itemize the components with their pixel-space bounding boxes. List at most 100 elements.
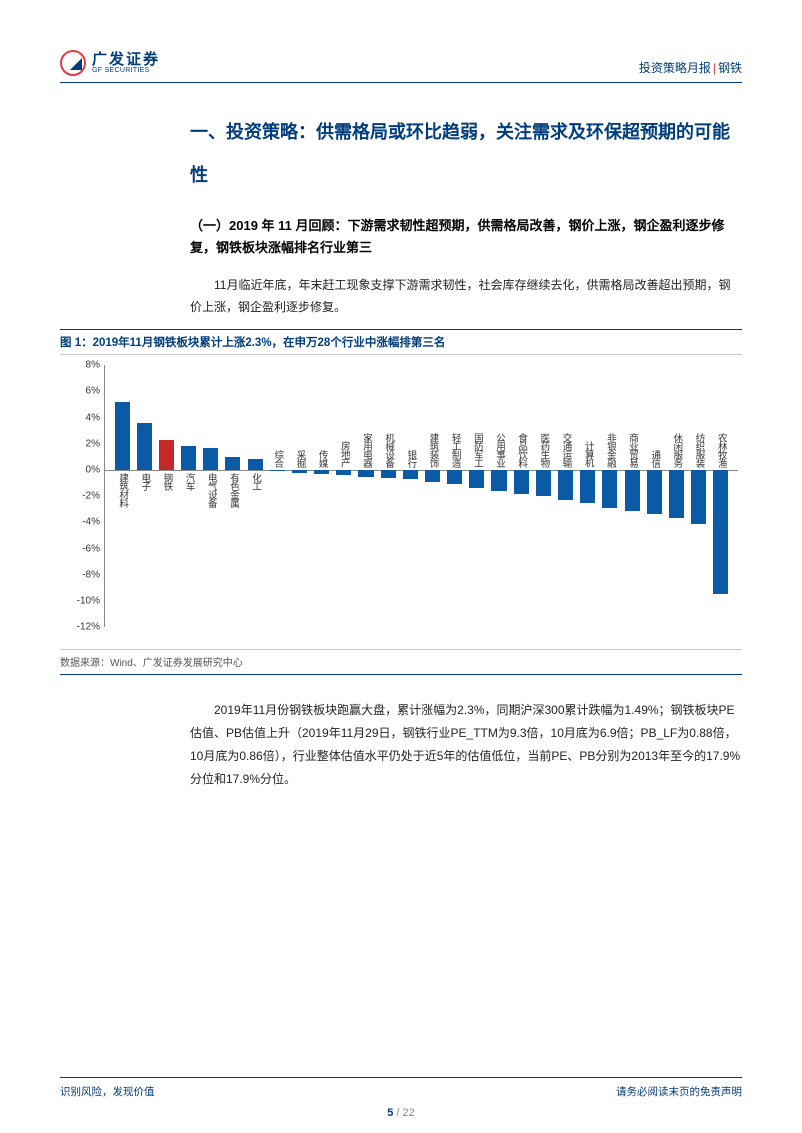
bar-slot: 化工: [244, 365, 266, 627]
bar-category-label: 公用事业: [492, 433, 506, 467]
logo-name-en: GF SECURITIES: [92, 67, 160, 74]
figure-title: 图 1：2019年11月钢铁板块累计上涨2.3%，在申万28个行业中涨幅排第三名: [60, 329, 742, 355]
y-tick-label: -8%: [82, 569, 100, 580]
bar-slot: 电气设备: [200, 365, 222, 627]
figure-1: 图 1：2019年11月钢铁板块累计上涨2.3%，在申万28个行业中涨幅排第三名…: [60, 329, 742, 675]
page-number: 5 / 22: [0, 1107, 802, 1119]
bar: [248, 459, 263, 469]
bar-slot: 商业贸易: [621, 365, 643, 627]
bar-slot: 电子: [133, 365, 155, 627]
bar-slot: 综合: [266, 365, 288, 627]
bar: [558, 470, 573, 500]
bar: [536, 470, 551, 496]
bar-slot: 汽车: [178, 365, 200, 627]
bar-slot: 通信: [643, 365, 665, 627]
page-footer: 识别风险，发现价值 请务必阅读末页的免责声明: [60, 1077, 742, 1099]
bar: [292, 470, 307, 473]
section-heading-1: 一、投资策略：供需格局或环比趋弱，关注需求及环保超预期的可能性: [190, 111, 742, 197]
bar: [425, 470, 440, 482]
bar-slot: 建筑材料: [111, 365, 133, 627]
bar-slot: 国防军工: [466, 365, 488, 627]
y-tick-label: -6%: [82, 543, 100, 554]
bar-slot: 银行: [399, 365, 421, 627]
footer-rule: [60, 1077, 742, 1078]
bar-category-label: 商业贸易: [625, 433, 639, 467]
bar-category-label: 机械设备: [381, 433, 395, 467]
bar-slot: 有色金属: [222, 365, 244, 627]
bar-category-label: 非银金融: [603, 433, 617, 467]
bar-slot: 钢铁: [155, 365, 177, 627]
bar: [647, 470, 662, 515]
bar-category-label: 休闲服务: [669, 433, 683, 467]
header-divider: |: [713, 61, 716, 75]
bar: [203, 448, 218, 470]
bar-category-label: 轻工制造: [448, 433, 462, 467]
bar-category-label: 有色金属: [226, 473, 240, 507]
bar: [314, 470, 329, 474]
bar-chart: -12%-10%-8%-6%-4%-2%0%2%4%6%8% 建筑材料电子钢铁汽…: [60, 365, 742, 645]
bar-slot: 传媒: [311, 365, 333, 627]
y-tick-label: 4%: [86, 412, 100, 423]
chart-plot-area: 建筑材料电子钢铁汽车电气设备有色金属化工综合采掘传媒房地产家用电器机械设备银行建…: [104, 365, 738, 627]
bar: [691, 470, 706, 524]
bar-slot: 房地产: [333, 365, 355, 627]
bar-category-label: 化工: [248, 473, 262, 490]
bar-category-label: 纺织服装: [692, 433, 706, 467]
bar: [669, 470, 684, 518]
bar-category-label: 银行: [403, 450, 417, 467]
bar-category-label: 建筑材料: [115, 473, 129, 507]
bar-category-label: 通信: [647, 450, 661, 467]
y-tick-label: -10%: [77, 595, 100, 606]
y-tick-label: -12%: [77, 622, 100, 633]
bar: [403, 470, 418, 479]
bar-slot: 公用事业: [488, 365, 510, 627]
bar: [469, 470, 484, 488]
page-total: 22: [403, 1107, 415, 1119]
main-content: 一、投资策略：供需格局或环比趋弱，关注需求及环保超预期的可能性 （一）2019 …: [60, 111, 742, 319]
y-tick-label: 0%: [86, 464, 100, 475]
bar-category-label: 传媒: [315, 450, 329, 467]
chart-bars: 建筑材料电子钢铁汽车电气设备有色金属化工综合采掘传媒房地产家用电器机械设备银行建…: [111, 365, 732, 627]
bar-slot: 交通运输: [554, 365, 576, 627]
page-sep: /: [393, 1107, 402, 1119]
content-after-figure: 2019年11月份钢铁板块跑赢大盘，累计涨幅为2.3%，同期沪深300累计跌幅为…: [60, 699, 742, 790]
bar-slot: 轻工制造: [444, 365, 466, 627]
bar-category-label: 医药生物: [536, 433, 550, 467]
bar-slot: 休闲服务: [665, 365, 687, 627]
bar: [514, 470, 529, 494]
footer-left: 识别风险，发现价值: [60, 1084, 155, 1099]
bar-category-label: 家用电器: [359, 433, 373, 467]
bar: [381, 470, 396, 478]
page-header: 广发证券 GF SECURITIES 投资策略月报|钢铁: [60, 50, 742, 83]
bar: [625, 470, 640, 511]
bar: [225, 457, 240, 470]
bar-category-label: 电气设备: [204, 473, 218, 507]
logo-name-cn: 广发证券: [92, 52, 160, 67]
bar: [137, 423, 152, 470]
bar-category-label: 计算机: [581, 441, 595, 467]
figure-source: 数据来源：Wind、广发证券发展研究中心: [60, 649, 742, 675]
doc-sector: 钢铁: [718, 61, 742, 75]
bar-slot: 家用电器: [355, 365, 377, 627]
bar-slot: 建筑装饰: [421, 365, 443, 627]
paragraph-2: 2019年11月份钢铁板块跑赢大盘，累计涨幅为2.3%，同期沪深300累计跌幅为…: [190, 699, 742, 790]
bar-slot: 计算机: [577, 365, 599, 627]
y-tick-label: -4%: [82, 517, 100, 528]
brand-logo: 广发证券 GF SECURITIES: [60, 50, 160, 76]
doc-type: 投资策略月报: [639, 61, 711, 75]
logo-icon: [60, 50, 86, 76]
bar-category-label: 交通运输: [559, 433, 573, 467]
bar-category-label: 建筑装饰: [425, 433, 439, 467]
y-tick-label: 2%: [86, 438, 100, 449]
bar: [491, 470, 506, 491]
bar: [447, 470, 462, 484]
bar-category-label: 房地产: [337, 441, 351, 467]
y-tick-label: -2%: [82, 491, 100, 502]
bar: [115, 402, 130, 470]
bar-slot: 食品饮料: [510, 365, 532, 627]
chart-y-axis: -12%-10%-8%-6%-4%-2%0%2%4%6%8%: [60, 365, 104, 627]
footer-right: 请务必阅读末页的免责声明: [616, 1084, 742, 1099]
bar-category-label: 国防军工: [470, 433, 484, 467]
header-doc-meta: 投资策略月报|钢铁: [639, 59, 742, 76]
bar-category-label: 农林牧渔: [714, 433, 728, 467]
